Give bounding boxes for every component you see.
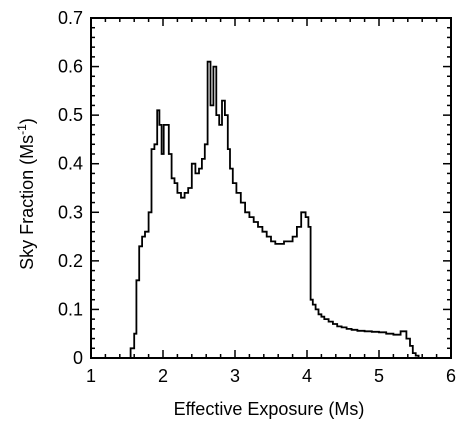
x-tick-label: 2 [158,366,168,386]
y-tick-label: 0 [73,348,83,368]
y-axis-label: Sky Fraction (Ms-1) [15,118,37,270]
histogram-step-line [129,60,423,359]
x-tick-label: 4 [302,366,312,386]
x-tick-label: 5 [374,366,384,386]
y-tick-label: 0.4 [58,154,83,174]
y-tick-label: 0.1 [58,299,83,319]
x-tick-label: 1 [86,366,96,386]
x-tick-label: 6 [446,366,456,386]
y-tick-label: 0.2 [58,251,83,271]
y-tick-label: 0.7 [58,8,83,28]
y-tick-label: 0.3 [58,202,83,222]
y-tick-label: 0.5 [58,105,83,125]
y-tick-label: 0.6 [58,57,83,77]
x-axis-label: Effective Exposure (Ms) [174,399,365,419]
plot-frame [90,17,452,359]
x-tick-label: 3 [230,366,240,386]
y-axis-ticks: 0 0.1 0.2 0.3 0.4 0.5 0.6 0.7 [58,8,451,368]
